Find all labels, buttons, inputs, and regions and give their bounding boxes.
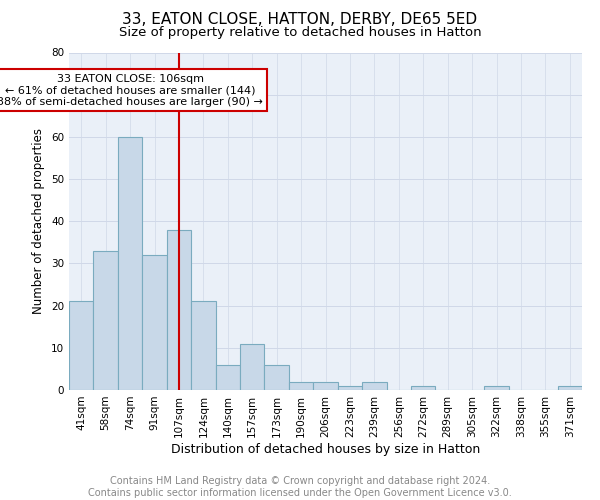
Bar — [215, 364, 240, 390]
Bar — [94, 251, 118, 390]
Bar — [362, 382, 386, 390]
Bar — [557, 386, 582, 390]
Text: Size of property relative to detached houses in Hatton: Size of property relative to detached ho… — [119, 26, 481, 39]
Bar — [240, 344, 265, 390]
X-axis label: Distribution of detached houses by size in Hatton: Distribution of detached houses by size … — [171, 442, 480, 456]
Bar — [167, 230, 191, 390]
Bar — [484, 386, 509, 390]
Bar — [191, 302, 215, 390]
Bar — [289, 382, 313, 390]
Bar — [313, 382, 338, 390]
Bar — [142, 255, 167, 390]
Text: 33 EATON CLOSE: 106sqm
← 61% of detached houses are smaller (144)
38% of semi-de: 33 EATON CLOSE: 106sqm ← 61% of detached… — [0, 74, 263, 107]
Text: 33, EATON CLOSE, HATTON, DERBY, DE65 5ED: 33, EATON CLOSE, HATTON, DERBY, DE65 5ED — [122, 12, 478, 28]
Bar — [69, 302, 94, 390]
Bar — [118, 137, 142, 390]
Text: Contains HM Land Registry data © Crown copyright and database right 2024.
Contai: Contains HM Land Registry data © Crown c… — [88, 476, 512, 498]
Y-axis label: Number of detached properties: Number of detached properties — [32, 128, 46, 314]
Bar — [411, 386, 436, 390]
Bar — [338, 386, 362, 390]
Bar — [265, 364, 289, 390]
